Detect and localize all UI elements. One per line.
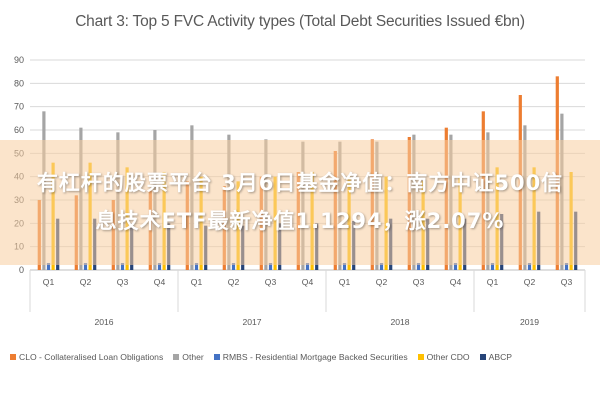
legend-label: Other CDO [426,352,470,362]
bar [342,263,347,270]
x-tick-label: Q2 [228,277,240,287]
legend-swatch [173,354,180,360]
x-tick-label: Q1 [43,277,55,287]
x-tick-labels: Q1 Q2 Q3 Q4 Q1 Q2 Q3 Q4 Q1 Q2 Q3 Q4 Q1 Q2 Q3 [43,277,573,287]
year-label: 2016 [94,317,113,327]
x-tick-label: Q1 [191,277,203,287]
year-group-labels: 2016 2017 2018 2019 [29,270,586,327]
bar [490,263,495,270]
bar [268,263,273,270]
chart-title: Chart 3: Top 5 FVC Activity types (Total… [75,13,525,30]
bar [305,263,310,270]
y-tick-label: 70 [14,102,24,112]
x-tick-label: Q2 [524,277,536,287]
legend-swatch [417,354,424,360]
overlay-line-2: 息技术ETF最新净值1.1294，涨2.07% [95,209,505,233]
legend-item: RMBS - Residential Mortgage Backed Secur… [213,352,408,362]
x-tick-label: Q4 [302,277,314,287]
bar [157,263,162,270]
year-label: 2018 [390,317,409,327]
x-tick-label: Q1 [487,277,499,287]
y-tick-label: 60 [14,125,24,135]
y-tick-label: 0 [19,265,24,275]
x-tick-label: Q4 [154,277,166,287]
year-label: 2019 [520,317,539,327]
legend-item: CLO - Collateralised Loan Obligations [10,352,163,362]
legend-swatch [479,354,486,360]
x-tick-label: Q3 [413,277,425,287]
x-tick-label: Q1 [339,277,351,287]
legend-item: Other CDO [417,352,470,362]
bar [231,263,236,270]
legend-label: Other [182,352,204,362]
bar [120,263,125,270]
year-label: 2017 [242,317,261,327]
bar [379,263,384,270]
overlay-line-1: 有杠杆的股票平台 3月6日基金净值：南方中证500信 [36,171,564,195]
legend-item: ABCP [479,352,513,362]
legend-item: Other [173,352,204,362]
legend-label: ABCP [488,352,513,362]
x-tick-label: Q4 [450,277,462,287]
x-tick-label: Q3 [561,277,573,287]
y-tick-label: 80 [14,78,24,88]
x-tick-label: Q3 [265,277,277,287]
legend: CLO - Collateralised Loan Obligations Oth… [10,352,595,362]
bar [194,263,199,270]
y-tick-label: 90 [14,55,24,65]
legend-label: CLO - Collateralised Loan Obligations [19,352,164,362]
x-tick-label: Q2 [80,277,92,287]
overlay-text: 有杠杆的股票平台 3月6日基金净值：南方中证500信 息技术ETF最新净值1.1… [0,164,600,240]
bar [46,263,51,270]
legend-swatch [10,354,16,360]
bar [83,263,88,270]
legend-swatch [213,354,220,360]
bar [527,263,532,270]
x-tick-label: Q2 [376,277,388,287]
legend-label: RMBS - Residential Mortgage Backed Secur… [222,352,408,362]
x-tick-label: Q3 [117,277,129,287]
bar [416,263,421,270]
bar [453,263,458,270]
bar [564,263,569,270]
overlay-banner [0,140,600,265]
